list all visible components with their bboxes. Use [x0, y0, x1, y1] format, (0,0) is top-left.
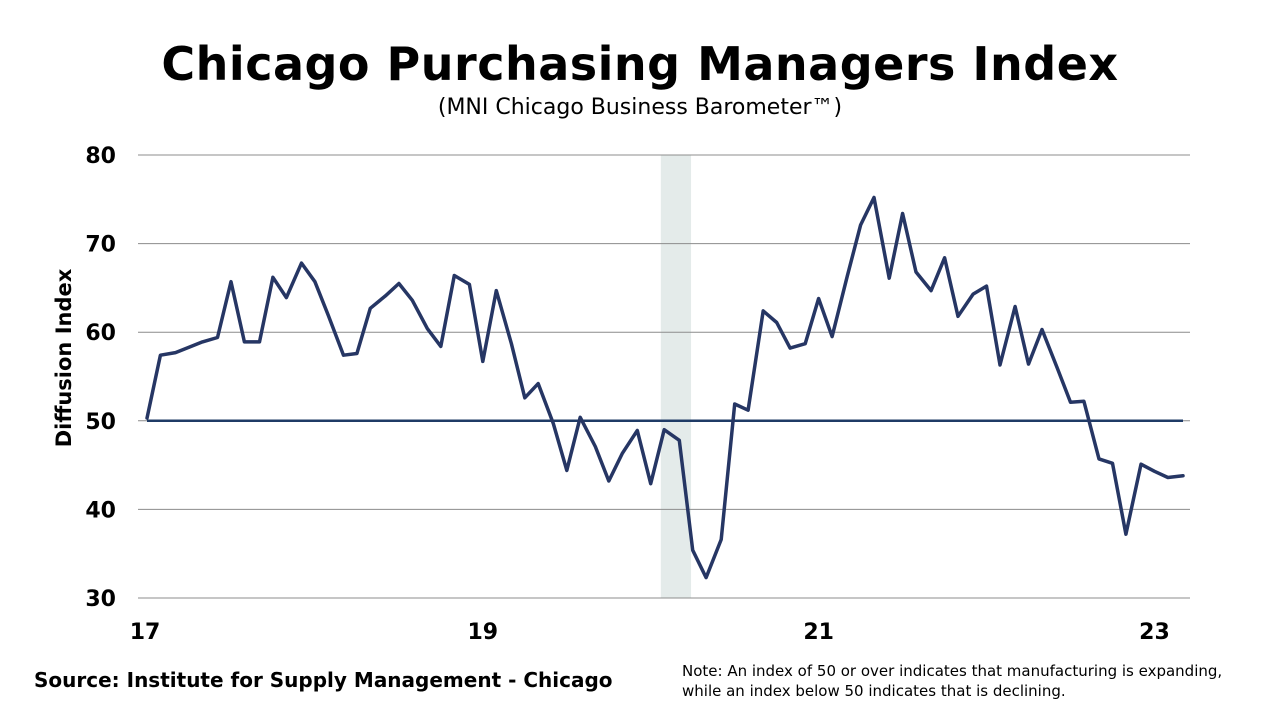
- y-tick-label: 70: [85, 233, 116, 258]
- recession-band: [660, 155, 692, 598]
- y-tick-label: 40: [85, 498, 116, 523]
- chart-subtitle: (MNI Chicago Business Barometer™): [437, 95, 843, 120]
- x-tick-label: 17: [130, 620, 161, 645]
- y-tick-label: 30: [85, 587, 116, 612]
- y-axis-ticks: 30 40 50 60 70 80: [85, 144, 116, 612]
- x-tick-label: 19: [468, 620, 499, 645]
- x-axis-ticks: 17 19 21 23: [130, 620, 1170, 645]
- source-text: Source: Institute for Supply Management …: [34, 668, 613, 692]
- recession-shading: [660, 155, 692, 598]
- y-tick-label: 60: [85, 321, 116, 346]
- y-tick-label: 50: [85, 410, 116, 435]
- x-tick-label: 23: [1139, 620, 1170, 645]
- note-text: Note: An index of 50 or over indicates t…: [682, 662, 1223, 700]
- series: [145, 195, 1185, 580]
- chart-title: Chicago Purchasing Managers Index: [161, 37, 1119, 91]
- y-tick-label: 80: [85, 144, 116, 169]
- series-line-0: [145, 195, 1185, 580]
- x-tick-label: 21: [803, 620, 834, 645]
- y-axis-label: Diffusion Index: [52, 268, 76, 447]
